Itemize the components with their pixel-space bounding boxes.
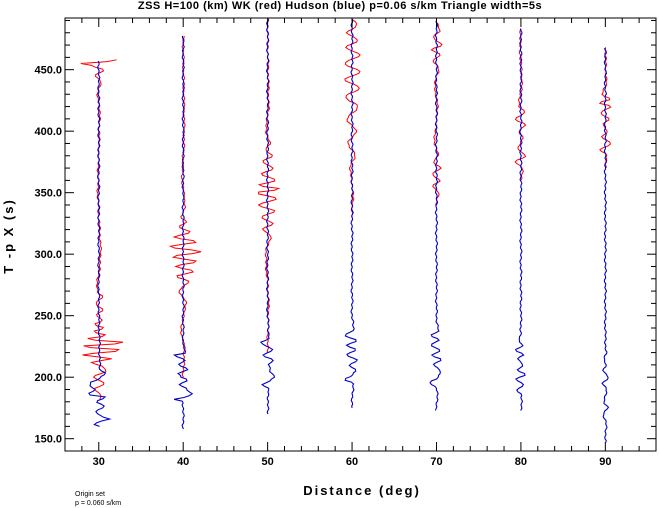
trace-80 [514, 28, 527, 411]
hudson-trace-30 [88, 60, 112, 427]
x-tick-label: 90 [599, 456, 611, 468]
hudson-trace-60 [344, 18, 359, 409]
x-axis-label: Distance (deg) [303, 483, 421, 498]
hudson-trace-80 [514, 28, 526, 411]
y-tick-label: 250.0 [34, 311, 62, 323]
plot-frame [64, 17, 657, 452]
trace-30 [80, 59, 124, 427]
x-tick-label: 50 [262, 456, 274, 468]
x-tick-label: 70 [430, 456, 442, 468]
y-axis: 150.0 200.0 250.0 300.0 350.0 400.0 450.0 [34, 19, 656, 446]
y-tick-label: 350.0 [34, 188, 62, 200]
y-tick-label: 150.0 [34, 434, 62, 446]
wk-trace-80 [514, 28, 527, 181]
trace-50 [257, 18, 281, 415]
footnote-ray-parameter: p = 0.060 s/km [75, 500, 121, 507]
hudson-trace-70 [429, 20, 442, 411]
hudson-trace-50 [259, 19, 276, 415]
wk-trace-50 [257, 18, 281, 353]
x-tick-label: 60 [346, 456, 358, 468]
x-axis: 30 40 50 60 70 80 90 [81, 18, 640, 468]
chart-title: ZSS H=100 (km) WK (red) Hudson (blue) p=… [138, 0, 542, 12]
trace-60 [344, 17, 361, 409]
wk-trace-30 [80, 59, 124, 400]
y-tick-label: 300.0 [34, 249, 62, 261]
footnote-origin: Origin set [75, 491, 105, 498]
y-axis-label: T -p X (s) [1, 198, 16, 274]
x-tick-label: 30 [93, 456, 105, 468]
y-tick-label: 400.0 [34, 126, 62, 138]
x-tick-label: 40 [177, 456, 189, 468]
trace-70 [429, 20, 443, 411]
trace-90 [598, 47, 612, 443]
wk-trace-40 [168, 35, 202, 378]
traces-layer [80, 17, 612, 443]
y-tick-label: 200.0 [34, 372, 62, 384]
trace-40 [168, 35, 202, 430]
hudson-trace-90 [601, 47, 610, 443]
y-tick-label: 450.0 [34, 65, 62, 77]
hudson-trace-40 [172, 35, 194, 430]
x-tick-label: 80 [515, 456, 527, 468]
